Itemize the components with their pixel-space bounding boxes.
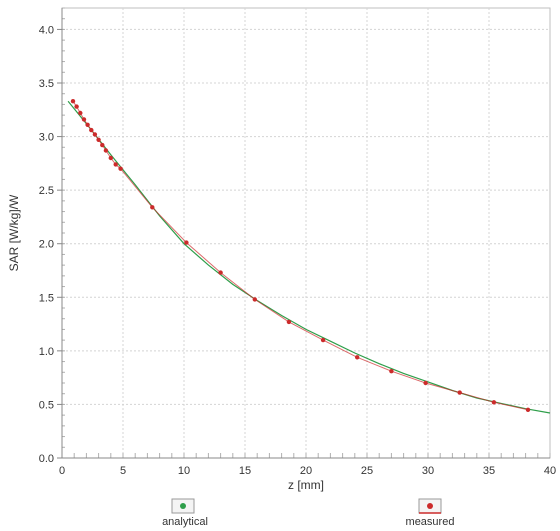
x-tick-labels: 0 5 10 15 20 25 30 35 40	[59, 465, 556, 477]
x-tick-label: 10	[178, 465, 190, 477]
legend-marker-measured	[427, 503, 433, 509]
data-point-measured	[389, 369, 394, 374]
y-axis-title: SAR [W/kg]/W	[7, 194, 21, 271]
data-point-measured	[96, 137, 101, 142]
data-point-measured	[457, 390, 462, 395]
data-point-measured	[81, 117, 87, 122]
y-tick-label: 3.5	[39, 78, 54, 90]
data-point-measured	[525, 407, 531, 412]
data-point-measured	[74, 104, 79, 109]
y-tick-label: 0.5	[39, 399, 54, 411]
data-point-measured	[218, 270, 223, 275]
data-point-measured	[85, 122, 90, 128]
y-tick-label: 4.0	[39, 24, 54, 36]
x-tick-label: 15	[239, 465, 251, 477]
y-tick-label: 3.0	[39, 132, 54, 144]
y-tick-label: 2.0	[39, 239, 54, 251]
data-point-measured	[320, 337, 326, 343]
y-tick-label: 1.0	[39, 346, 54, 358]
x-tick-label: 25	[361, 465, 373, 477]
y-tick-label: 2.5	[39, 185, 54, 197]
y-tick-label: 1.5	[39, 292, 54, 304]
data-point-measured	[108, 155, 114, 161]
data-point-measured	[89, 127, 94, 133]
x-tick-label: 20	[300, 465, 312, 477]
series-layer	[67, 99, 551, 414]
grid-lines	[62, 8, 550, 458]
data-point-measured	[100, 142, 105, 148]
legend: analytical measured	[162, 498, 455, 528]
legend-marker-analytical	[180, 503, 186, 509]
data-point-measured	[150, 205, 155, 210]
data-point-measured	[423, 380, 428, 386]
legend-label-analytical: analytical	[162, 516, 208, 528]
data-point-measured	[491, 400, 497, 405]
data-point-measured	[252, 297, 257, 302]
legend-label-measured: measured	[406, 516, 455, 528]
x-tick-label: 35	[483, 465, 495, 477]
x-tick-label: 0	[59, 465, 65, 477]
x-tick-label: 40	[544, 465, 556, 477]
x-axis-title: z [mm]	[288, 478, 324, 492]
y-tick-labels: 0.0 0.5 1.0 1.5 2.0 2.5 3.0 3.5 4.0	[39, 24, 54, 465]
legend-item-measured[interactable]: measured	[406, 498, 455, 528]
data-point-measured	[70, 99, 76, 104]
legend-item-analytical[interactable]: analytical	[162, 498, 208, 528]
data-point-measured	[92, 132, 98, 137]
data-point-measured	[78, 110, 83, 116]
data-point-measured	[355, 355, 360, 360]
data-point-measured	[286, 319, 292, 325]
data-point-measured	[103, 148, 109, 153]
data-point-measured	[113, 162, 118, 167]
y-tick-label: 0.0	[39, 453, 54, 465]
x-tick-label: 5	[120, 465, 126, 477]
data-point-measured	[118, 166, 123, 171]
plot-area	[57, 7, 551, 459]
data-point-measured	[184, 240, 189, 245]
x-tick-label: 30	[422, 465, 434, 477]
